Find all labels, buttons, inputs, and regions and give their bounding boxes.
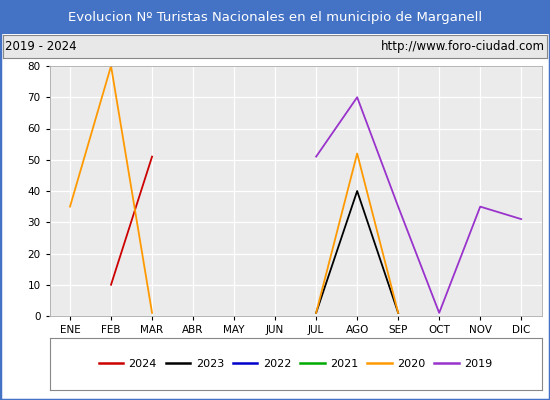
Text: 2019 - 2024: 2019 - 2024	[6, 40, 77, 53]
Legend: 2024, 2023, 2022, 2021, 2020, 2019: 2024, 2023, 2022, 2021, 2020, 2019	[94, 354, 497, 374]
Text: http://www.foro-ciudad.com: http://www.foro-ciudad.com	[381, 40, 544, 53]
Text: Evolucion Nº Turistas Nacionales en el municipio de Marganell: Evolucion Nº Turistas Nacionales en el m…	[68, 10, 482, 24]
